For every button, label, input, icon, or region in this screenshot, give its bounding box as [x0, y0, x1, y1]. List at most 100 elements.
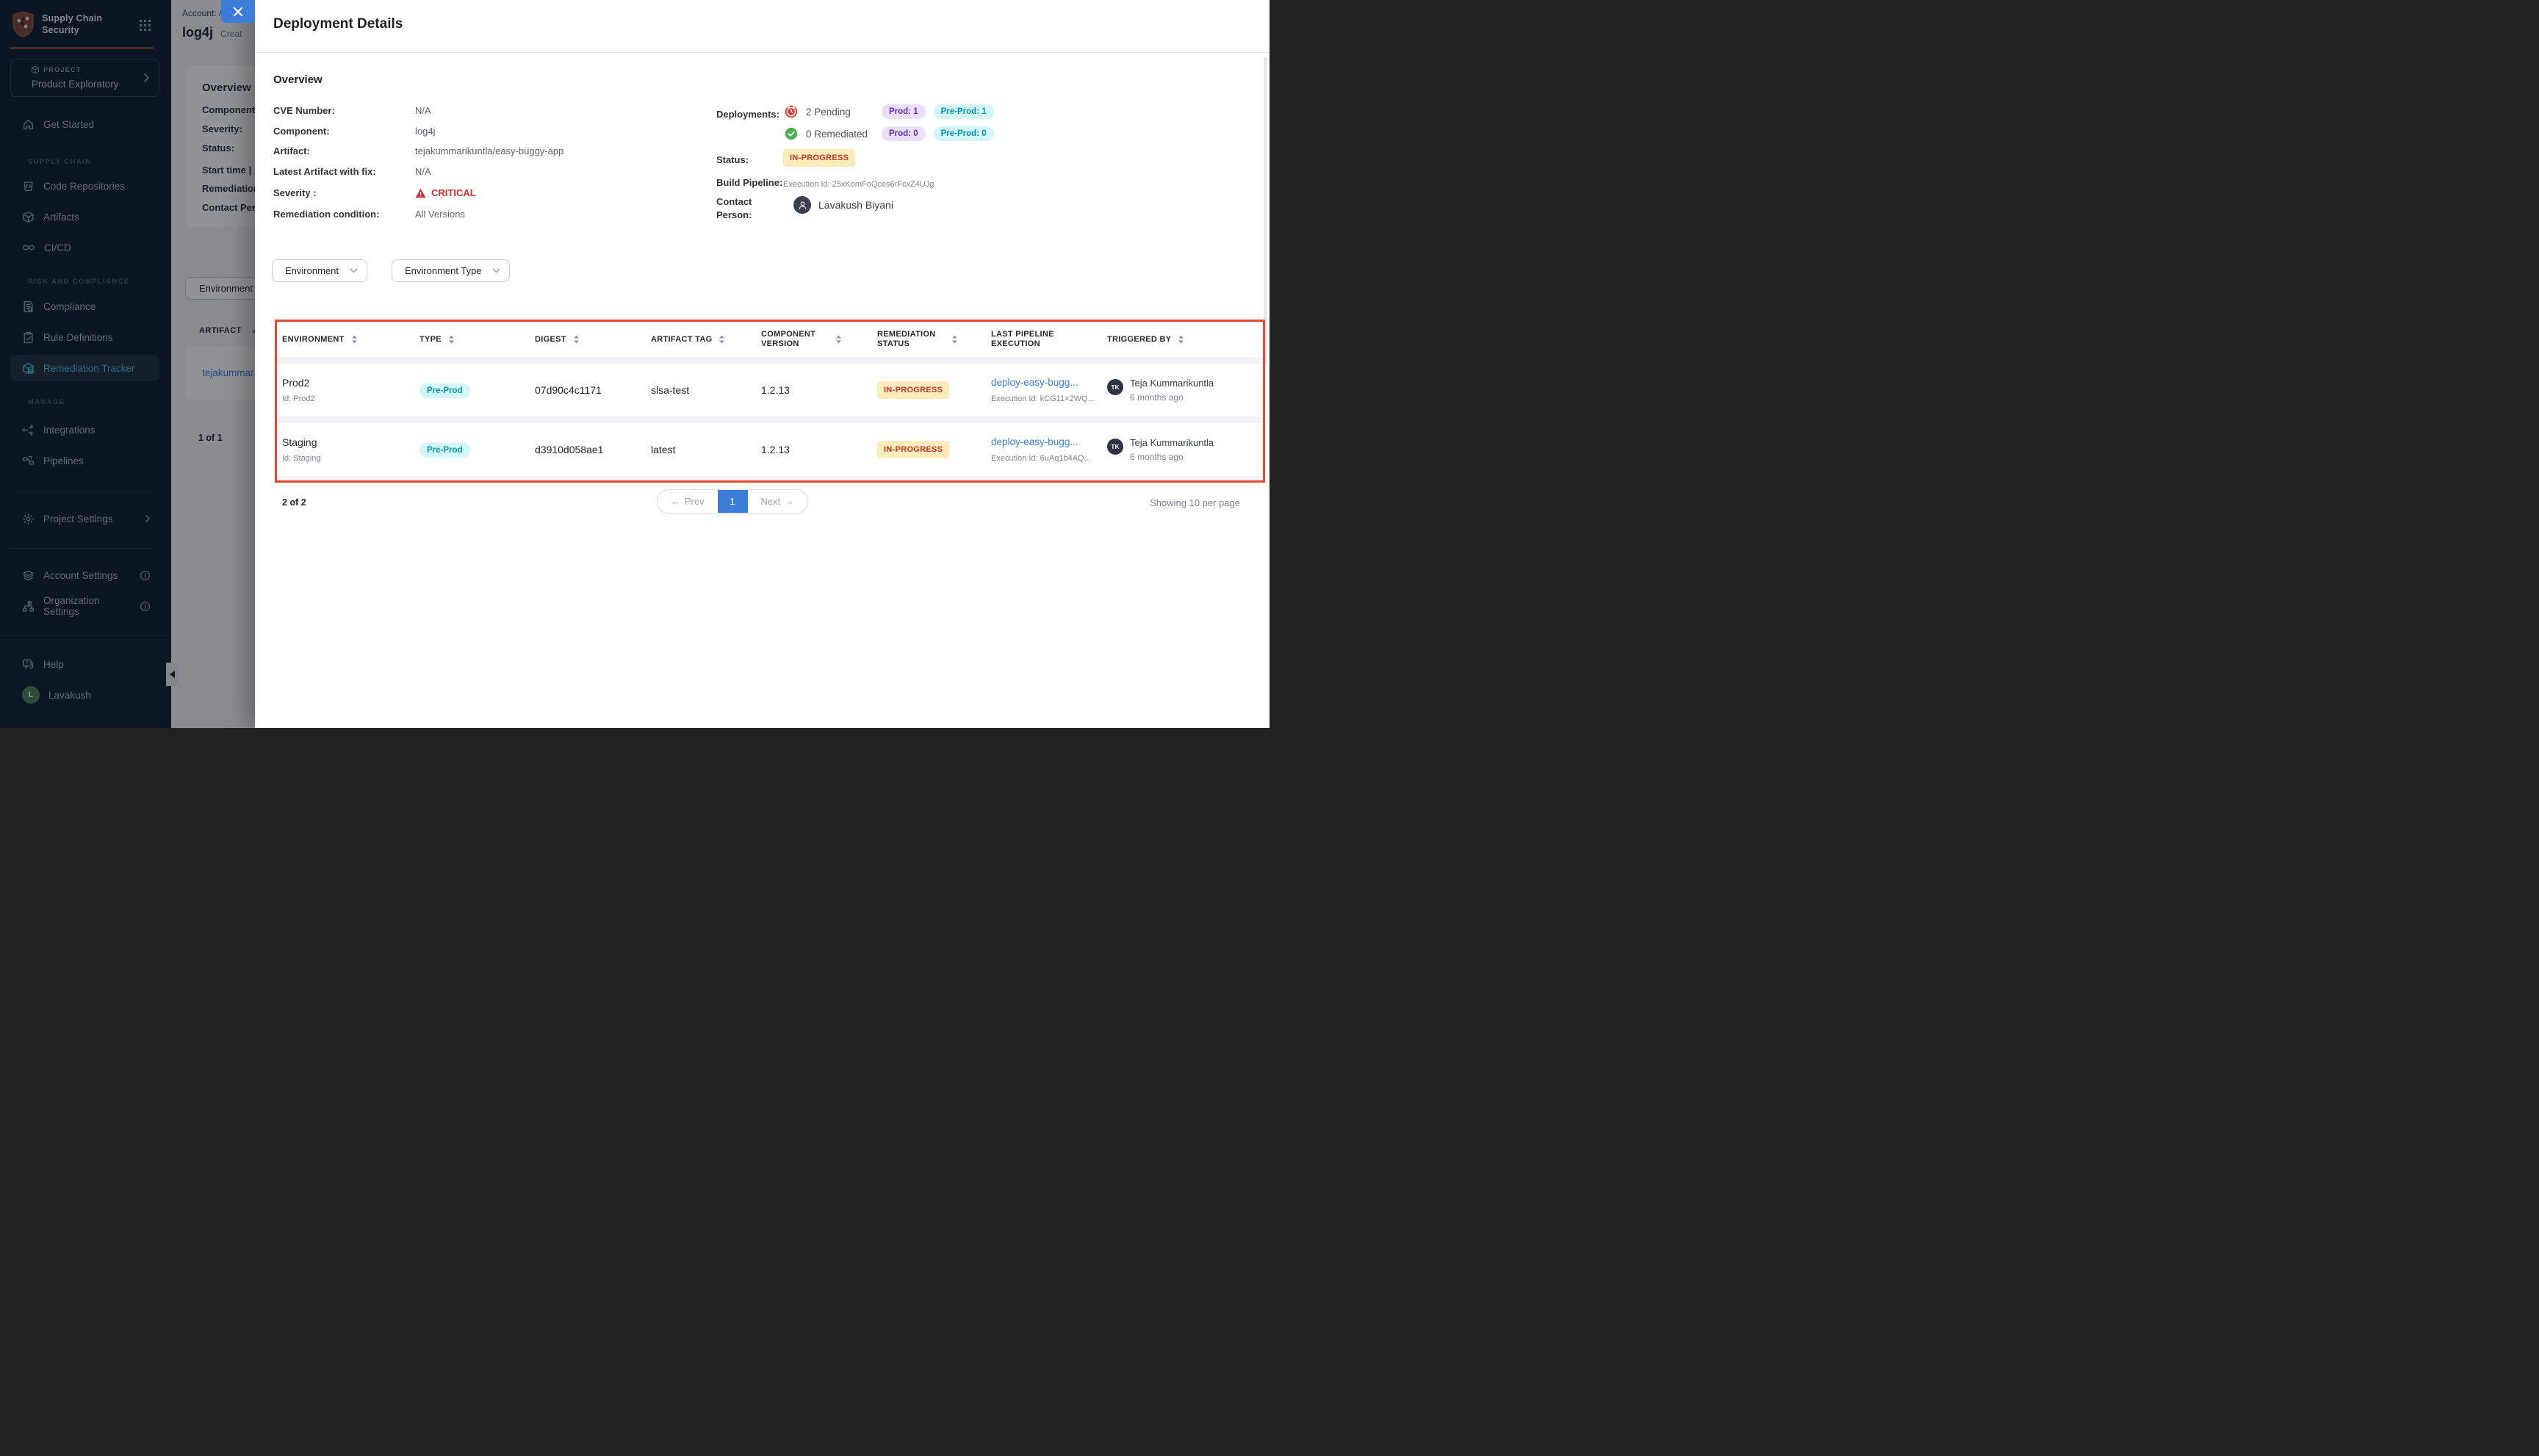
column-header-digest[interactable]: DIGEST: [535, 334, 651, 345]
sort-icon[interactable]: [350, 334, 359, 345]
status-label: Status:: [716, 154, 749, 165]
sidebar-item-project-settings[interactable]: Project Settings: [10, 505, 159, 532]
user-menu[interactable]: L Lavakush: [10, 682, 159, 708]
page-subtitle: Creat: [220, 29, 242, 39]
remediation-box-icon: [23, 362, 35, 374]
sort-icon[interactable]: [447, 334, 455, 345]
pipeline-link[interactable]: deploy-easy-bugg...: [991, 436, 1078, 447]
infinity-icon: [23, 245, 35, 251]
remediation-status-cell: IN-PROGRESS: [877, 381, 991, 399]
table-row[interactable]: Prod2 Id: Prod2 Pre-Prod 07d90c4c1171 sl…: [277, 364, 1263, 417]
environment-cell: Staging Id: Staging: [282, 436, 321, 463]
project-label: PROJECT: [43, 66, 82, 73]
module-grid-icon[interactable]: [139, 19, 151, 32]
digest-cell: d3910d058ae1: [535, 444, 604, 455]
sidebar-item-pipelines[interactable]: Pipelines: [10, 447, 159, 474]
build-pipeline-execution-id: Execution Id: 25xKomFoQces6rFcxZ4UJg: [783, 180, 934, 189]
pipelines-icon: [22, 455, 35, 464]
column-header-environment[interactable]: ENVIRONMENT: [282, 334, 419, 345]
pagination-count: 2 of 2: [282, 497, 306, 508]
build-pipeline-label: Build Pipeline:: [716, 177, 783, 188]
pipeline-link[interactable]: deploy-easy-bugg...: [991, 377, 1078, 388]
column-header-component-version[interactable]: COMPONENT VERSION: [761, 330, 877, 349]
contact-avatar-icon: [793, 196, 811, 214]
artifact-tag-cell: slsa-test: [651, 384, 690, 396]
digest-cell: 07d90c4c1171: [535, 384, 602, 396]
component-version-cell: 1.2.13: [761, 444, 790, 455]
field-label: CVE Number:: [273, 105, 335, 116]
pipeline-cell: deploy-easy-bugg... Execution Id: kCG11×…: [991, 377, 1107, 403]
artifact-link[interactable]: tejakummar: [202, 367, 254, 378]
prod-badge: Prod: 0: [882, 126, 926, 141]
sidebar-item-account-settings[interactable]: Account Settings: [10, 562, 159, 588]
sort-icon[interactable]: [718, 334, 726, 345]
close-icon: [233, 7, 243, 16]
environment-cell: Prod2 Id: Prod2: [282, 377, 315, 403]
arrow-right-icon: →: [785, 496, 795, 507]
column-header-last-pipeline-execution[interactable]: LAST PIPELINE EXECUTION: [991, 330, 1054, 348]
preprod-type-badge: Pre-Prod: [419, 443, 470, 458]
column-header-type[interactable]: TYPE: [419, 334, 535, 345]
avatar: L: [22, 686, 40, 704]
remediation-status-cell: IN-PROGRESS: [877, 441, 991, 458]
sort-icon[interactable]: [1177, 334, 1185, 345]
page-title: log4j Creat: [182, 25, 242, 40]
sort-icon[interactable]: [951, 334, 959, 345]
section-risk-compliance: RISK AND COMPLIANCE: [28, 278, 130, 286]
sort-icon[interactable]: [835, 334, 843, 345]
box-icon: [23, 211, 34, 223]
sidebar-item-remediation-tracker[interactable]: Remediation Tracker: [10, 355, 159, 381]
environment-type-dropdown[interactable]: Environment Type: [392, 259, 510, 282]
app-title: Supply Chain Security: [42, 13, 103, 35]
sort-icon[interactable]: [572, 334, 580, 345]
column-header-triggered-by[interactable]: TRIGGERED BY: [1107, 334, 1263, 345]
status-badge: IN-PROGRESS: [877, 381, 950, 399]
field-label: Remediation condition:: [273, 209, 380, 220]
field-label: Severity :: [273, 187, 317, 198]
status-badge: IN-PROGRESS: [877, 441, 950, 458]
table-header: ENVIRONMENT TYPE DIGEST ARTIFACT TAG COM…: [277, 322, 1263, 357]
contact-person-label: Contact Person:: [716, 196, 752, 220]
field-value: N/A: [415, 166, 431, 177]
chevron-down-icon: [350, 268, 358, 273]
next-page-button[interactable]: Next →: [760, 496, 795, 507]
prev-page-button[interactable]: ← Prev: [670, 496, 705, 507]
sidebar-item-code-repositories[interactable]: Code Repositories: [10, 173, 159, 199]
sidebar: Supply Chain Security PROJECT Product Ex…: [0, 0, 171, 728]
sidebar-item-artifacts[interactable]: Artifacts: [10, 203, 159, 230]
sidebar-item-integrations[interactable]: Integrations: [10, 417, 159, 443]
type-cell: Pre-Prod: [419, 443, 535, 458]
pipeline-cell: deploy-easy-bugg... Execution Id: 6uAq1b…: [991, 436, 1107, 463]
execution-id: Execution Id: 6uAq1b4AQ...: [991, 454, 1091, 463]
component-version-cell: 1.2.13: [761, 384, 790, 396]
field-label: Component:: [273, 126, 330, 137]
integrations-icon: [22, 424, 34, 436]
sidebar-item-organization-settings[interactable]: Organization Settings: [10, 593, 159, 619]
environment-dropdown[interactable]: Environment: [272, 259, 367, 282]
sidebar-item-get-started[interactable]: Get Started: [10, 111, 159, 137]
triggered-by-cell: TK Teja Kummarikuntla 6 months ago: [1107, 378, 1263, 403]
column-header-artifact-tag[interactable]: ARTIFACT TAG: [651, 334, 761, 345]
sidebar-item-help[interactable]: ? Help: [10, 651, 159, 677]
table-row[interactable]: Staging Id: Staging Pre-Prod d3910d058ae…: [277, 423, 1263, 476]
sidebar-item-rule-definitions[interactable]: Rule Definitions: [10, 324, 159, 350]
close-button[interactable]: [221, 0, 255, 23]
scrollbar[interactable]: [1264, 57, 1267, 366]
triggered-by-name: Teja Kummarikuntla: [1130, 378, 1214, 389]
deployments-table: ENVIRONMENT TYPE DIGEST ARTIFACT TAG COM…: [275, 320, 1265, 483]
column-header-remediation-status[interactable]: REMEDIATION STATUS: [877, 330, 991, 349]
code-repository-icon: [24, 181, 33, 191]
app-window: Supply Chain Security PROJECT Product Ex…: [0, 0, 1270, 728]
sidebar-collapse-handle[interactable]: [166, 663, 179, 686]
gear-icon: [22, 513, 35, 525]
pending-count: 2 Pending: [806, 106, 851, 118]
page-1-button[interactable]: 1: [717, 490, 748, 513]
sidebar-item-compliance[interactable]: Compliance: [10, 293, 159, 320]
remediated-deployments: 0 Remediated Prod: 0 Pre-Prod: 0: [785, 126, 994, 141]
deployments-label: Deployments:: [716, 109, 779, 120]
sidebar-item-cicd[interactable]: CI/CD: [10, 234, 159, 261]
project-selector[interactable]: PROJECT Product Exploratory: [10, 59, 159, 97]
arrow-left-icon: ←: [670, 496, 680, 507]
section-supply-chain: SUPPLY CHAIN: [28, 158, 92, 166]
table-bottom-gap: [277, 476, 1263, 480]
